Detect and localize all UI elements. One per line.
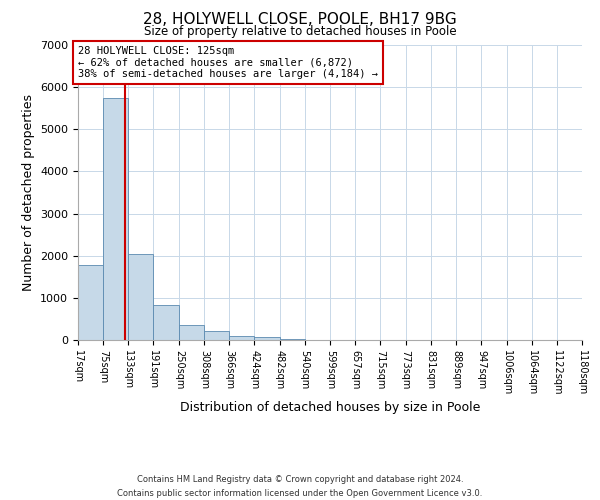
Bar	[229, 336, 254, 340]
X-axis label: Distribution of detached houses by size in Poole: Distribution of detached houses by size …	[180, 401, 480, 414]
Bar	[254, 338, 280, 340]
Y-axis label: Number of detached properties: Number of detached properties	[22, 94, 35, 291]
Bar	[154, 306, 179, 340]
Bar	[280, 338, 305, 340]
Bar	[204, 330, 229, 340]
Text: Size of property relative to detached houses in Poole: Size of property relative to detached ho…	[143, 25, 457, 38]
Bar	[128, 254, 154, 340]
Bar	[179, 325, 204, 340]
Bar	[103, 98, 128, 340]
Text: 28, HOLYWELL CLOSE, POOLE, BH17 9BG: 28, HOLYWELL CLOSE, POOLE, BH17 9BG	[143, 12, 457, 28]
Text: 28 HOLYWELL CLOSE: 125sqm
← 62% of detached houses are smaller (6,872)
38% of se: 28 HOLYWELL CLOSE: 125sqm ← 62% of detac…	[78, 46, 378, 79]
Text: Contains HM Land Registry data © Crown copyright and database right 2024.
Contai: Contains HM Land Registry data © Crown c…	[118, 476, 482, 498]
Bar	[78, 265, 103, 340]
